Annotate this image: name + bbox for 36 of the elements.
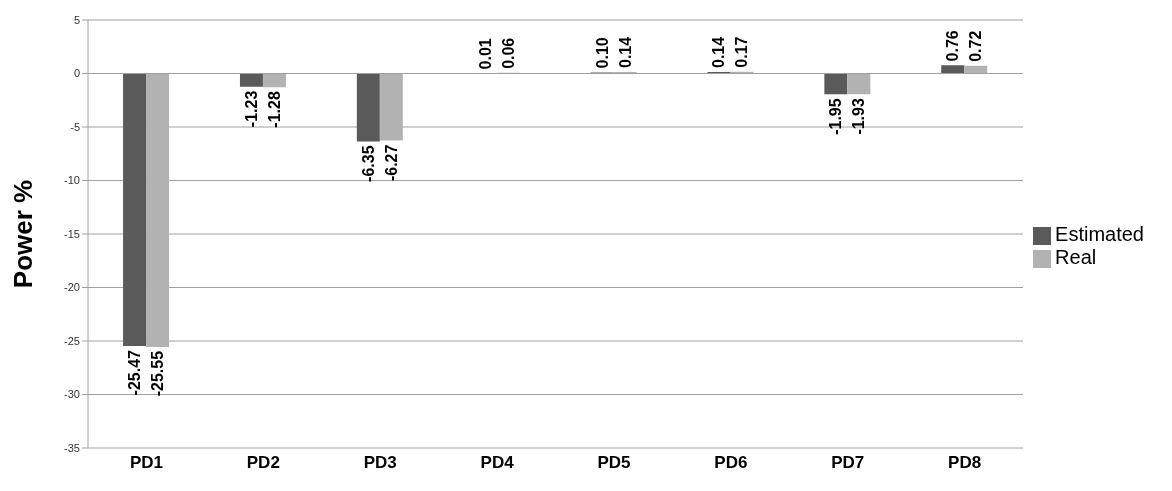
data-label: 0.10 xyxy=(593,37,611,69)
data-label: -25.47 xyxy=(126,349,144,396)
x-tick-label: PD2 xyxy=(246,453,280,473)
data-label: 0.72 xyxy=(967,30,985,62)
x-tick-label: PD8 xyxy=(948,453,982,473)
data-label: -1.28 xyxy=(265,91,283,128)
data-label: 0.06 xyxy=(499,37,517,69)
x-tick-label: PD1 xyxy=(129,453,163,473)
data-label: -1.95 xyxy=(827,98,845,135)
y-tick-label: 0 xyxy=(73,67,80,80)
x-tick-label: PD6 xyxy=(714,453,748,473)
y-tick-label: -30 xyxy=(64,388,80,401)
y-tick-label: 5 xyxy=(73,13,80,26)
data-label: -1.93 xyxy=(850,98,868,135)
y-tick-label: -15 xyxy=(64,227,80,240)
data-label: 0.17 xyxy=(733,36,751,68)
data-label: -25.55 xyxy=(149,350,167,397)
legend-label: Estimated xyxy=(1055,222,1144,245)
y-tick-label: -10 xyxy=(64,174,80,187)
data-label: 0.14 xyxy=(616,36,634,68)
y-tick-label: -35 xyxy=(64,441,80,454)
legend-label: Real xyxy=(1055,245,1097,268)
y-axis-title: Power % xyxy=(8,179,39,289)
x-tick-label: PD4 xyxy=(480,453,515,473)
data-label: -6.27 xyxy=(382,144,400,182)
data-label: 0.14 xyxy=(710,36,728,68)
x-tick-label: PD3 xyxy=(363,453,397,473)
data-label: -1.23 xyxy=(242,90,260,128)
data-label: 0.76 xyxy=(944,30,962,62)
y-tick-label: -20 xyxy=(64,281,80,294)
y-tick-label: -5 xyxy=(70,120,80,133)
data-label: 0.01 xyxy=(476,38,494,70)
data-label: -6.35 xyxy=(359,145,377,182)
x-tick-label: PD7 xyxy=(831,453,865,473)
y-tick-label: -25 xyxy=(64,334,80,347)
x-tick-label: PD5 xyxy=(597,453,631,473)
